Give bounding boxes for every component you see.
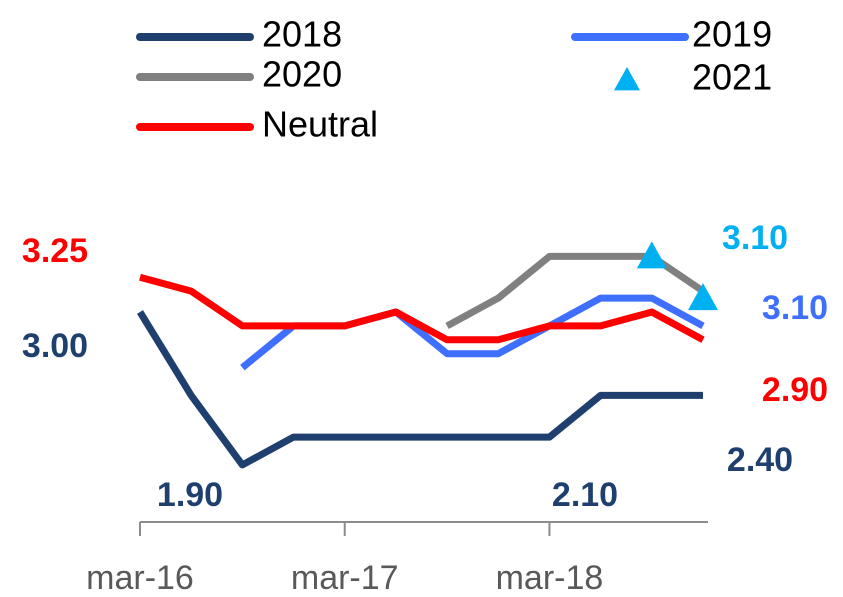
- annotation: 1.90: [157, 476, 223, 514]
- marker: [688, 283, 718, 311]
- annotation: 3.10: [722, 219, 788, 257]
- annotation: 3.00: [22, 327, 88, 365]
- annotation: 2.40: [727, 441, 793, 479]
- legend-label: 2018: [262, 14, 342, 55]
- line: [137, 310, 703, 469]
- annotation: 2.90: [762, 371, 828, 409]
- legend-label: 2021: [692, 57, 772, 98]
- annotation: 3.25: [22, 232, 88, 270]
- legend-marker: [614, 67, 640, 91]
- legend-label: 2020: [262, 54, 342, 95]
- legend-label: Neutral: [262, 104, 378, 145]
- x-tick-label: mar-17: [291, 559, 399, 597]
- annotation: 2.10: [552, 476, 618, 514]
- annotation: 3.10: [762, 289, 828, 327]
- legend-label: 2019: [692, 14, 772, 55]
- line: [139, 273, 705, 344]
- x-tick-label: mar-18: [496, 559, 604, 597]
- x-tick-label: mar-16: [86, 559, 194, 597]
- marker: [636, 241, 667, 269]
